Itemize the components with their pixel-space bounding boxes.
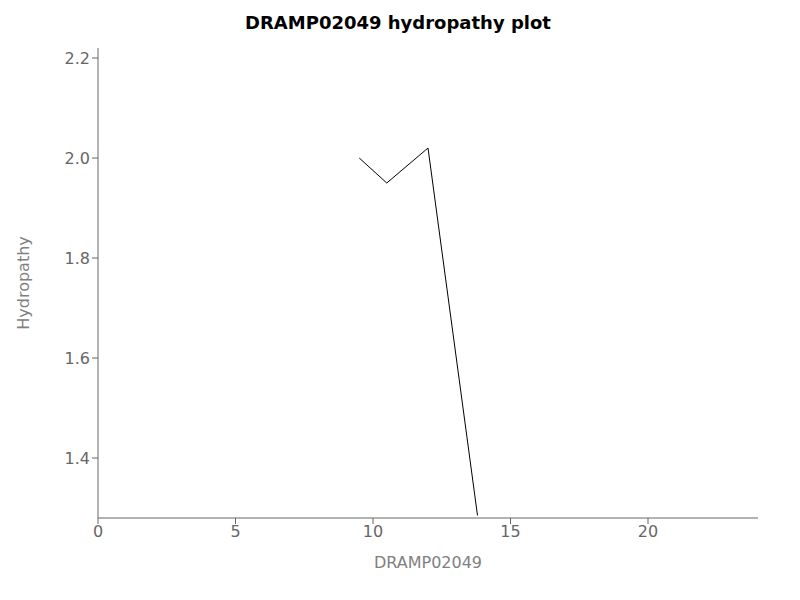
svg-text:20: 20	[638, 522, 658, 541]
svg-text:1.6: 1.6	[65, 349, 90, 368]
svg-text:1.4: 1.4	[65, 449, 90, 468]
html-text:DRAMP02049 hydropathy plot: DRAMP02049 hydropathy plot	[245, 12, 551, 33]
svg-text:5: 5	[230, 522, 240, 541]
svg-text:2.2: 2.2	[65, 49, 90, 68]
svg-text:0: 0	[93, 522, 103, 541]
svg-text:DRAMP02049: DRAMP02049	[374, 553, 482, 572]
svg-text:1.8: 1.8	[65, 249, 90, 268]
svg-text:10: 10	[363, 522, 383, 541]
svg-text:Hydropathy: Hydropathy	[14, 236, 33, 330]
svg-text:15: 15	[500, 522, 520, 541]
svg-text:2.0: 2.0	[65, 149, 90, 168]
